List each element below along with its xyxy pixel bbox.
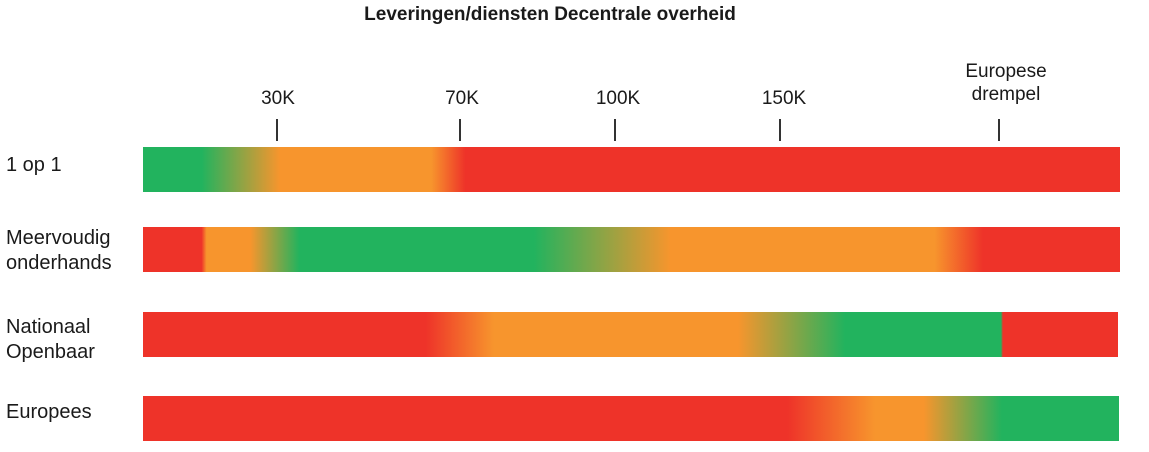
row-label-europees-line1: Europees bbox=[6, 401, 92, 423]
tick-line-70k bbox=[459, 119, 461, 141]
bar-europees bbox=[143, 396, 1119, 441]
tick-label-100k: 100K bbox=[595, 88, 641, 109]
tick-line-150k bbox=[779, 119, 781, 141]
tick-label-30k: 30K bbox=[261, 88, 295, 109]
row-label-1-op-1-line1: 1 op 1 bbox=[6, 154, 62, 176]
row-label-nationaal-openbaar-line1: Nationaal bbox=[6, 316, 91, 338]
row-label-meervoudig-onderhands: Meervoudig onderhands bbox=[6, 226, 112, 276]
row-label-nationaal-openbaar-line2: Openbaar bbox=[6, 341, 95, 363]
row-label-nationaal-openbaar: Nationaal Openbaar bbox=[6, 315, 95, 365]
tick-label-70k: 70K bbox=[445, 88, 479, 109]
tick-label-150k: 150K bbox=[761, 88, 807, 109]
tick-label-europese-drempel-line2: drempel bbox=[971, 84, 1041, 105]
row-label-europees: Europees bbox=[6, 400, 92, 425]
bar-nationaal-openbaar bbox=[143, 312, 1118, 357]
tick-line-europese-drempel bbox=[998, 119, 1000, 141]
row-label-meervoudig-onderhands-line2: onderhands bbox=[6, 252, 112, 274]
row-label-meervoudig-onderhands-line1: Meervoudig bbox=[6, 227, 111, 249]
tick-line-100k bbox=[614, 119, 616, 141]
tick-line-30k bbox=[276, 119, 278, 141]
bar-1-op-1 bbox=[143, 147, 1120, 192]
tick-label-europese-drempel-line1: Europese bbox=[965, 61, 1047, 82]
row-label-1-op-1: 1 op 1 bbox=[6, 153, 62, 178]
chart-title: Leveringen/diensten Decentrale overheid bbox=[364, 4, 736, 25]
bar-meervoudig-onderhands bbox=[143, 227, 1120, 272]
tick-label-europese-drempel: Europese drempel bbox=[965, 60, 1046, 106]
